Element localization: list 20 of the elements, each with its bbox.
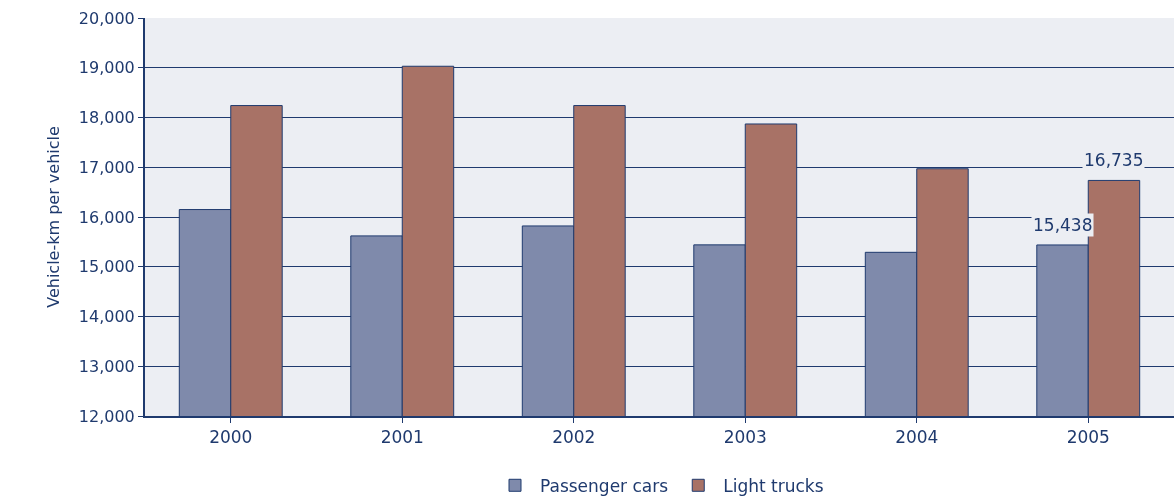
legend-label: Passenger cars [540,475,669,496]
y-tick-label: 16,000 [78,207,135,227]
x-tick-label: 2003 [723,427,767,448]
x-tick-label: 2005 [1066,427,1110,448]
y-tick-label: 12,000 [78,406,135,426]
y-tick-label: 19,000 [78,58,135,78]
y-tick-label: 18,000 [78,108,135,128]
y-tick-label: 17,000 [78,157,135,177]
x-tick-label: 2002 [552,427,596,448]
y-tick-label: 14,000 [78,307,135,327]
x-tick-label: 2001 [380,427,424,448]
legend-label: Light trucks [723,475,824,496]
x-tick-label: 2004 [895,427,939,448]
y-tick-label: 13,000 [78,356,135,376]
data-label: 16,735 [1084,150,1144,170]
y-tick-label: 20,000 [78,8,135,28]
data-label: 15,438 [1033,215,1093,235]
y-axis-title: Vehicle-km per vehicle [44,126,64,308]
y-tick-label: 15,000 [78,257,135,277]
x-tick-label: 2000 [209,427,253,448]
